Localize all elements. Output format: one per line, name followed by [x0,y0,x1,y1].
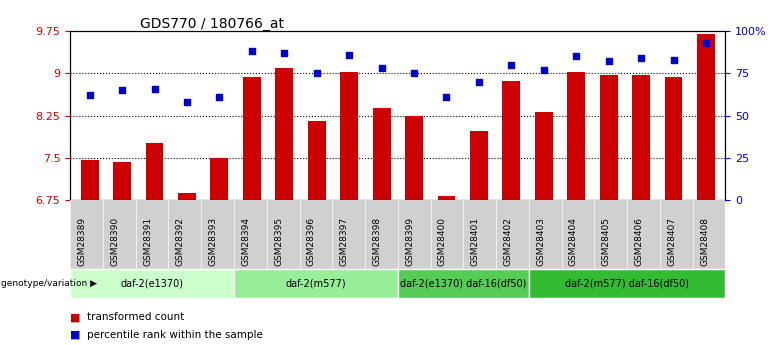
Point [83,92,96,98]
Text: ■: ■ [70,330,80,339]
Bar [665,77,682,200]
Text: ■: ■ [70,313,80,322]
Bar [697,34,714,200]
Bar [308,121,325,200]
Text: GSM28400: GSM28400 [438,217,447,266]
Text: GSM28404: GSM28404 [569,217,578,266]
Point [505,62,518,68]
Point [440,94,452,100]
Text: daf-2(e1370) daf-16(df50): daf-2(e1370) daf-16(df50) [400,279,526,289]
Text: GSM28403: GSM28403 [536,217,545,266]
Text: GSM28396: GSM28396 [307,217,316,266]
Text: GSM28398: GSM28398 [372,217,381,266]
Bar [373,108,391,200]
Text: GSM28402: GSM28402 [503,217,512,266]
Text: daf-2(m577) daf-16(df50): daf-2(m577) daf-16(df50) [566,279,689,289]
Bar [81,159,98,200]
Bar [178,193,196,200]
Text: GSM28391: GSM28391 [143,217,152,266]
Text: daf-2(m577): daf-2(m577) [285,279,346,289]
Text: GSM28394: GSM28394 [241,217,250,266]
Bar [243,77,261,200]
Point [181,99,193,105]
Point [537,67,550,73]
Bar [438,196,456,200]
Bar [275,68,293,200]
Text: GSM28392: GSM28392 [176,217,185,266]
Point [148,86,161,91]
Text: GDS770 / 180766_at: GDS770 / 180766_at [140,17,285,31]
Text: GSM28393: GSM28393 [208,217,218,266]
Bar [502,81,520,200]
Point [343,52,356,58]
Point [375,66,388,71]
Text: GSM28395: GSM28395 [274,217,283,266]
Point [570,54,583,59]
Text: GSM28405: GSM28405 [601,217,611,266]
Point [635,55,647,61]
Point [213,94,225,100]
Point [473,79,485,85]
Point [246,49,258,54]
Text: GSM28390: GSM28390 [110,217,119,266]
Text: GSM28399: GSM28399 [405,217,414,266]
Point [602,59,615,64]
Text: GSM28389: GSM28389 [77,217,87,266]
Text: percentile rank within the sample: percentile rank within the sample [87,330,263,339]
Bar [470,131,488,200]
Point [310,71,323,76]
Bar [211,158,229,200]
Text: transformed count: transformed count [87,313,185,322]
Text: GSM28406: GSM28406 [634,217,644,266]
Text: daf-2(e1370): daf-2(e1370) [121,279,183,289]
Bar [340,72,358,200]
Text: GSM28407: GSM28407 [667,217,676,266]
Point [116,87,129,93]
Bar [632,75,650,200]
Bar [600,75,618,200]
Text: GSM28397: GSM28397 [339,217,349,266]
Bar [535,112,553,200]
Bar [567,72,585,200]
Point [700,40,712,46]
Text: GSM28401: GSM28401 [470,217,480,266]
Text: genotype/variation ▶: genotype/variation ▶ [1,279,97,288]
Point [667,57,679,62]
Bar [113,162,131,200]
Point [278,50,290,56]
Text: GSM28408: GSM28408 [700,217,709,266]
Point [408,71,420,76]
Bar [146,143,164,200]
Bar [405,116,423,200]
